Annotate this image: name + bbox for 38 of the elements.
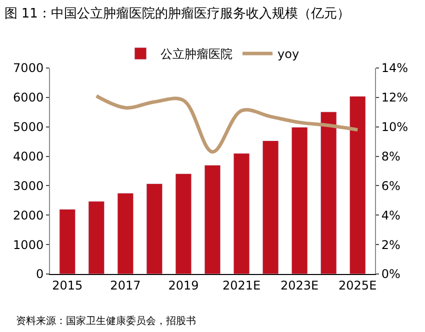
chart-title: 图 11：中国公立肿瘤医院的肿瘤医疗服务收入规模（亿元） [4, 5, 350, 22]
y2-tick-label: 8% [381, 149, 400, 164]
legend-label: 公立肿瘤医院 [160, 47, 232, 62]
bar [233, 153, 250, 274]
bar [349, 96, 366, 274]
bar [262, 140, 279, 274]
y-tick-label: 7000 [13, 61, 44, 76]
y-tick-label: 3000 [13, 178, 44, 193]
y2-tick-label: 2% [381, 238, 400, 252]
y-tick-label: 5000 [13, 120, 44, 134]
text: 资料来源：国家卫生健康委员会，招股书 [16, 315, 196, 327]
y-tick-label: 2000 [13, 208, 44, 222]
bar [146, 183, 163, 274]
bar [88, 201, 105, 274]
y-tick-label: 0 [36, 267, 44, 282]
bar [320, 112, 337, 274]
bar [117, 192, 134, 274]
x-tick-label: 2023E [280, 278, 319, 292]
bar [204, 164, 221, 274]
y2-tick-label: 14% [381, 61, 408, 76]
x-tick-label: 2021E [222, 278, 261, 292]
x-tick-label: 2015 [52, 278, 83, 292]
line-series [94, 94, 360, 154]
x-tick-label: 2025E [338, 278, 377, 292]
legend-label: yoy [278, 47, 300, 62]
bar [175, 173, 192, 274]
bar [59, 209, 76, 274]
x-tick-label: 2017 [110, 278, 141, 292]
y2-tick-label: 4% [381, 208, 400, 222]
y2-tick-label: 0% [381, 267, 400, 282]
y-tick-label: 1000 [13, 238, 44, 252]
y2-tick-label: 12% [381, 90, 408, 105]
bar [291, 126, 308, 274]
y2-tick-label: 6% [381, 178, 400, 193]
y2-tick-label: 10% [381, 120, 408, 134]
y-tick-label: 4000 [13, 149, 44, 164]
x-tick-label: 2019 [168, 278, 199, 292]
y-tick-label: 6000 [13, 90, 44, 105]
